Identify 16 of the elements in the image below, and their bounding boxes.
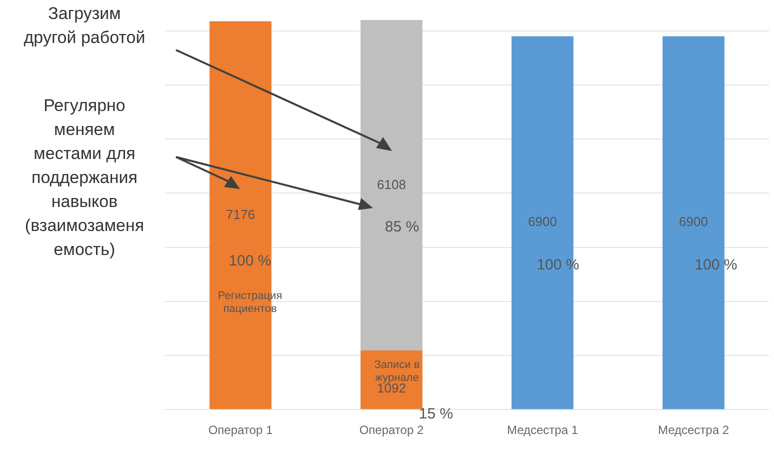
x-tick-label: Оператор 2 bbox=[359, 423, 424, 438]
x-tick-label: Оператор 1 bbox=[208, 423, 273, 438]
text: Регулярно меняем местами для поддержания навыков (взаимозаменяемость) bbox=[24, 95, 146, 261]
x-tick-label: Медсестра 2 bbox=[658, 423, 730, 438]
bar bbox=[662, 36, 724, 410]
annotation: 15 % bbox=[418, 406, 454, 422]
text: Загрузим другой работой bbox=[22, 3, 146, 49]
data-label: 6900 bbox=[679, 214, 708, 230]
data-label: 6108 bbox=[377, 176, 406, 192]
bar bbox=[360, 20, 422, 351]
annotation: 100 % bbox=[228, 252, 272, 270]
annotation: Записи в журнале bbox=[373, 359, 421, 384]
annotation: 85 % bbox=[384, 218, 420, 236]
data-label: 7176 bbox=[226, 206, 255, 222]
x-tick-label: Медсестра 1 bbox=[506, 423, 578, 438]
data-label: 6900 bbox=[528, 214, 557, 230]
